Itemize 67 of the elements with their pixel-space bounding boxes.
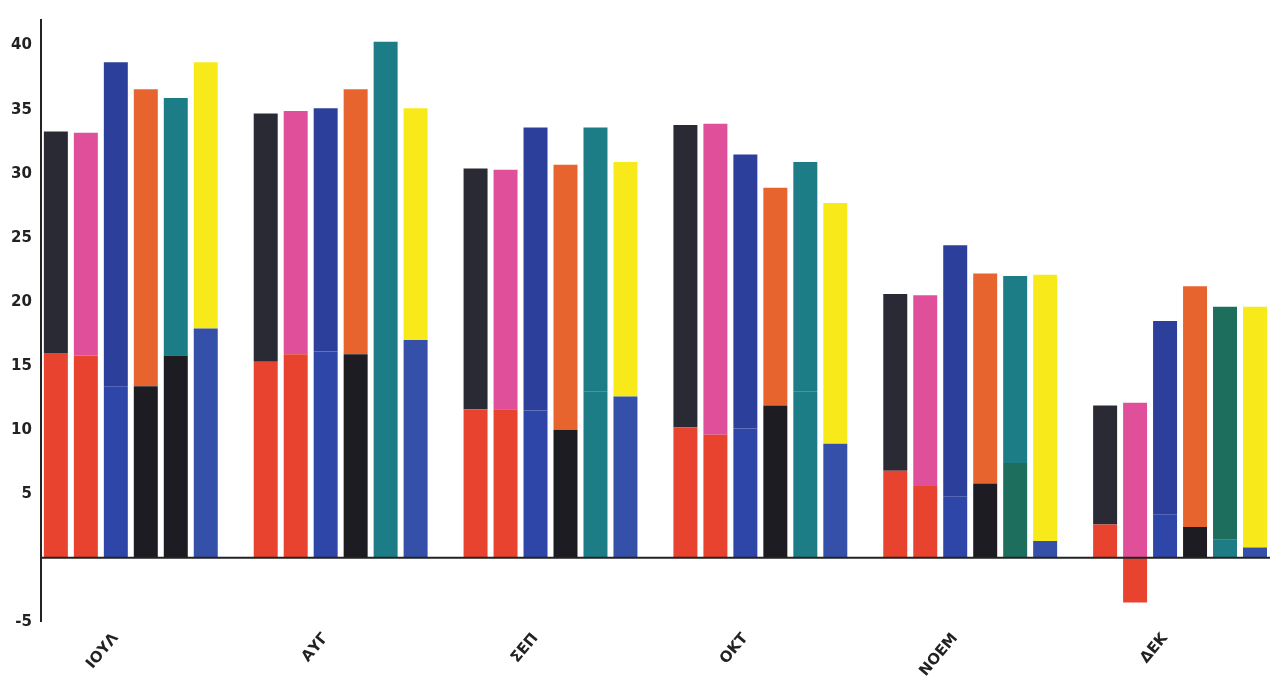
bar <box>673 427 698 558</box>
bar <box>73 355 98 558</box>
bar <box>823 443 848 558</box>
bar <box>1153 320 1178 515</box>
bar <box>763 187 788 406</box>
y-tick-label: 40 <box>11 35 32 54</box>
y-tick-label: 35 <box>11 99 32 118</box>
bar <box>523 127 548 411</box>
bar <box>493 169 518 410</box>
bar <box>613 162 638 397</box>
bar <box>703 434 728 558</box>
bar <box>523 410 548 558</box>
bar <box>193 62 218 329</box>
bar <box>1213 539 1238 558</box>
bar <box>103 62 128 387</box>
bar <box>613 396 638 558</box>
y-tick-label: -5 <box>15 611 32 630</box>
bar <box>1153 514 1178 558</box>
bar <box>343 89 368 355</box>
bar <box>1033 541 1058 558</box>
bar <box>43 352 68 558</box>
bar <box>73 132 98 356</box>
bar <box>253 113 278 362</box>
bar <box>553 164 578 430</box>
bar <box>133 89 158 387</box>
bar <box>463 409 488 558</box>
bar <box>943 245 968 497</box>
bar <box>913 486 938 558</box>
bar <box>463 168 488 410</box>
bar <box>883 470 908 558</box>
bar <box>1183 286 1208 528</box>
bar <box>283 110 308 355</box>
bar <box>913 295 938 487</box>
y-tick-label: 25 <box>11 227 32 246</box>
bar <box>1003 463 1028 558</box>
bar <box>883 293 908 471</box>
bar <box>193 328 218 558</box>
bar <box>973 273 998 484</box>
bar <box>163 98 188 356</box>
bar <box>493 409 518 558</box>
bar <box>403 340 428 558</box>
bar <box>283 354 308 558</box>
y-tick-label: 30 <box>11 163 32 182</box>
y-tick-label: 10 <box>11 419 32 438</box>
bar <box>1123 402 1148 558</box>
bar <box>313 351 338 558</box>
bar <box>1123 557 1148 603</box>
bar <box>313 108 338 352</box>
bar <box>43 131 68 353</box>
bar <box>1213 306 1238 540</box>
bar <box>1243 306 1267 548</box>
bar <box>1093 524 1118 558</box>
bar <box>1093 405 1118 525</box>
bar <box>253 361 278 558</box>
y-tick-label: 20 <box>11 291 32 310</box>
bar <box>1033 274 1058 542</box>
y-tick-label: 15 <box>11 355 32 374</box>
y-tick-label: 5 <box>21 483 32 502</box>
bar <box>703 123 728 435</box>
bar <box>673 124 698 428</box>
bar <box>733 428 758 558</box>
bar <box>403 108 428 341</box>
bar <box>733 154 758 429</box>
bar <box>103 386 128 558</box>
bar <box>943 496 968 558</box>
bar <box>823 203 848 444</box>
bar <box>1003 276 1028 463</box>
